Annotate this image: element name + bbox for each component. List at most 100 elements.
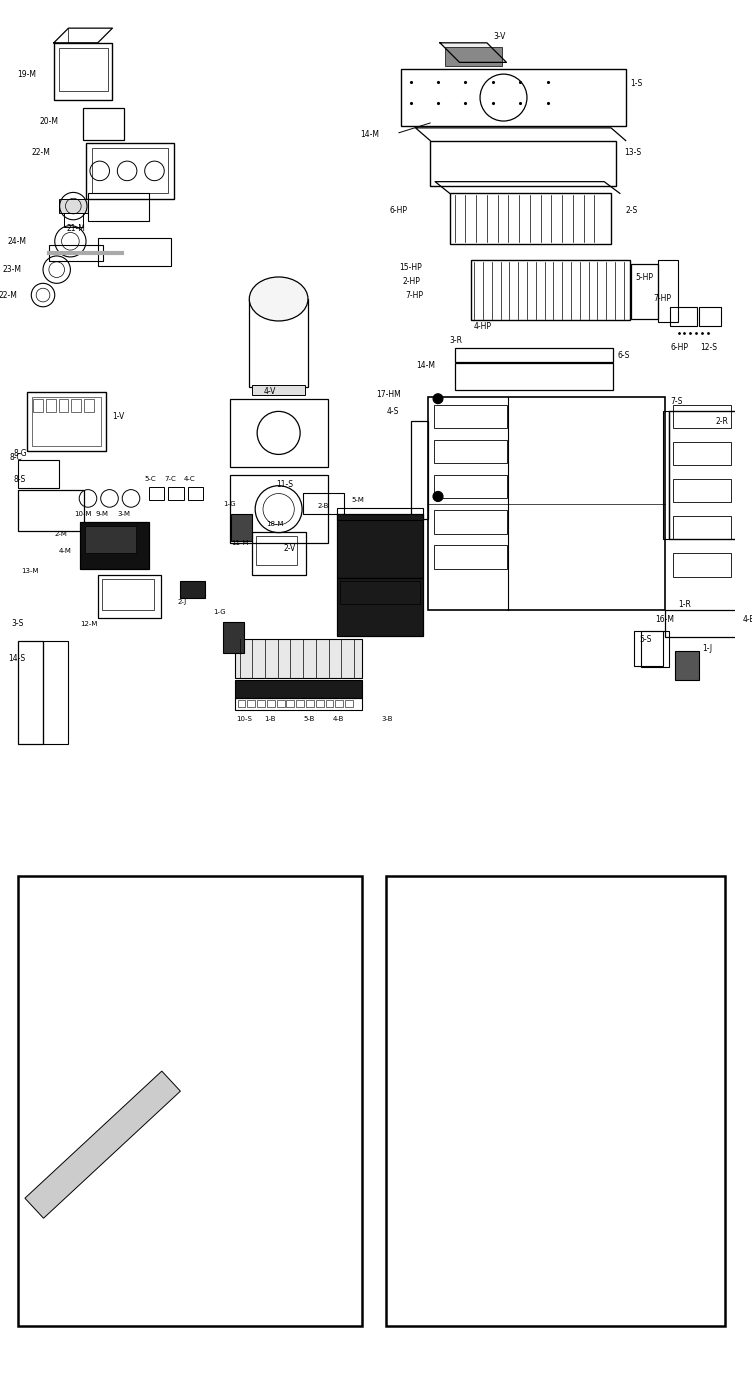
Bar <box>593 908 600 918</box>
Bar <box>434 440 508 464</box>
Text: 15-HP: 15-HP <box>482 1128 505 1136</box>
Bar <box>83 108 124 140</box>
Text: 5-P: 5-P <box>232 965 244 973</box>
Bar <box>670 307 697 327</box>
Bar <box>434 475 508 498</box>
Polygon shape <box>440 43 506 62</box>
Bar <box>257 700 265 707</box>
Bar <box>571 908 579 918</box>
Bar <box>33 399 43 412</box>
Text: 14-HP: 14-HP <box>496 1205 520 1215</box>
Text: 3-M: 3-M <box>117 511 130 518</box>
Text: 1-P: 1-P <box>199 987 211 995</box>
Text: 20-M: 20-M <box>39 116 58 126</box>
Text: HONEYWELL MILLIVOLT PILOT: HONEYWELL MILLIVOLT PILOT <box>103 1304 277 1313</box>
Bar <box>665 610 738 637</box>
Bar <box>247 700 255 707</box>
Text: 4-B: 4-B <box>743 614 752 624</box>
Bar <box>608 976 642 994</box>
Bar <box>64 213 83 227</box>
Bar <box>54 43 113 100</box>
Text: 10-M: 10-M <box>74 511 92 518</box>
Text: 7-HP: 7-HP <box>653 295 671 303</box>
Bar <box>49 245 103 260</box>
Bar <box>434 511 508 534</box>
Text: 6-HP: 6-HP <box>671 343 689 353</box>
Bar <box>631 264 658 318</box>
Bar <box>235 698 362 710</box>
Bar <box>59 399 68 412</box>
Bar <box>98 238 171 266</box>
Text: 2-J: 2-J <box>178 599 187 605</box>
Bar <box>152 1032 230 1110</box>
Text: 5-C: 5-C <box>144 476 156 482</box>
Text: 12-HP: 12-HP <box>547 1057 570 1066</box>
Text: (OPTIONAL): (OPTIONAL) <box>399 945 444 954</box>
Text: 12-M: 12-M <box>80 620 98 627</box>
Bar <box>88 194 149 221</box>
Bar <box>238 700 245 707</box>
Bar <box>189 944 199 998</box>
Text: 9-M: 9-M <box>96 511 109 518</box>
Bar <box>457 1228 550 1243</box>
Bar <box>180 580 205 598</box>
Text: 11-HP: 11-HP <box>604 931 627 941</box>
Bar <box>85 526 136 554</box>
Bar <box>603 908 611 918</box>
Bar <box>326 700 333 707</box>
Text: 10-HP: 10-HP <box>657 1032 680 1042</box>
Text: 1-R: 1-R <box>678 599 691 609</box>
Bar <box>699 307 720 327</box>
Text: 4-HP: 4-HP <box>473 322 491 331</box>
Text: 19-M: 19-M <box>17 69 37 79</box>
Text: 8-HP: 8-HP <box>434 1020 452 1028</box>
Text: 2-M: 2-M <box>55 530 68 537</box>
Bar <box>303 493 344 513</box>
Bar <box>86 143 174 199</box>
Bar <box>625 908 632 918</box>
Text: 8-P: 8-P <box>29 1135 42 1145</box>
Text: 14-M: 14-M <box>417 361 435 370</box>
Bar <box>345 700 353 707</box>
Text: 13-HP: 13-HP <box>496 1157 520 1165</box>
Bar <box>59 199 88 213</box>
Text: 8-G: 8-G <box>14 448 27 458</box>
Bar <box>46 399 56 412</box>
Bar <box>445 47 502 66</box>
Bar <box>657 908 665 918</box>
Bar <box>17 876 362 1326</box>
Bar <box>338 513 423 577</box>
Text: 6-M: 6-M <box>406 930 420 938</box>
Text: 13-M: 13-M <box>22 567 39 574</box>
Bar <box>335 700 343 707</box>
Bar <box>626 947 635 969</box>
Text: 3-B: 3-B <box>381 717 393 722</box>
Bar <box>340 580 420 603</box>
Text: 1-G: 1-G <box>213 609 226 614</box>
Bar <box>338 508 423 520</box>
Bar <box>159 1110 179 1154</box>
Text: 16-HP: 16-HP <box>657 966 680 976</box>
Bar <box>678 981 690 1028</box>
Text: 14-S: 14-S <box>8 655 25 663</box>
Bar <box>648 981 660 1028</box>
Bar <box>84 399 94 412</box>
Text: 7-HP: 7-HP <box>406 291 423 299</box>
Bar <box>457 969 469 998</box>
Bar <box>428 397 665 610</box>
Text: 11-M: 11-M <box>231 540 248 547</box>
Bar <box>92 148 168 194</box>
Text: 2-S: 2-S <box>626 206 638 216</box>
Bar <box>633 631 663 666</box>
Text: 3-V: 3-V <box>494 32 506 42</box>
Bar <box>614 908 622 918</box>
Bar <box>102 579 154 610</box>
Bar <box>675 650 699 681</box>
Text: 6-HP: 6-HP <box>389 206 407 216</box>
Bar <box>672 479 731 502</box>
Bar <box>669 411 752 538</box>
Text: 2-HP: 2-HP <box>631 1092 648 1102</box>
Text: 1-G: 1-G <box>223 501 235 508</box>
Text: 4-M: 4-M <box>59 548 71 554</box>
Bar <box>252 385 305 394</box>
